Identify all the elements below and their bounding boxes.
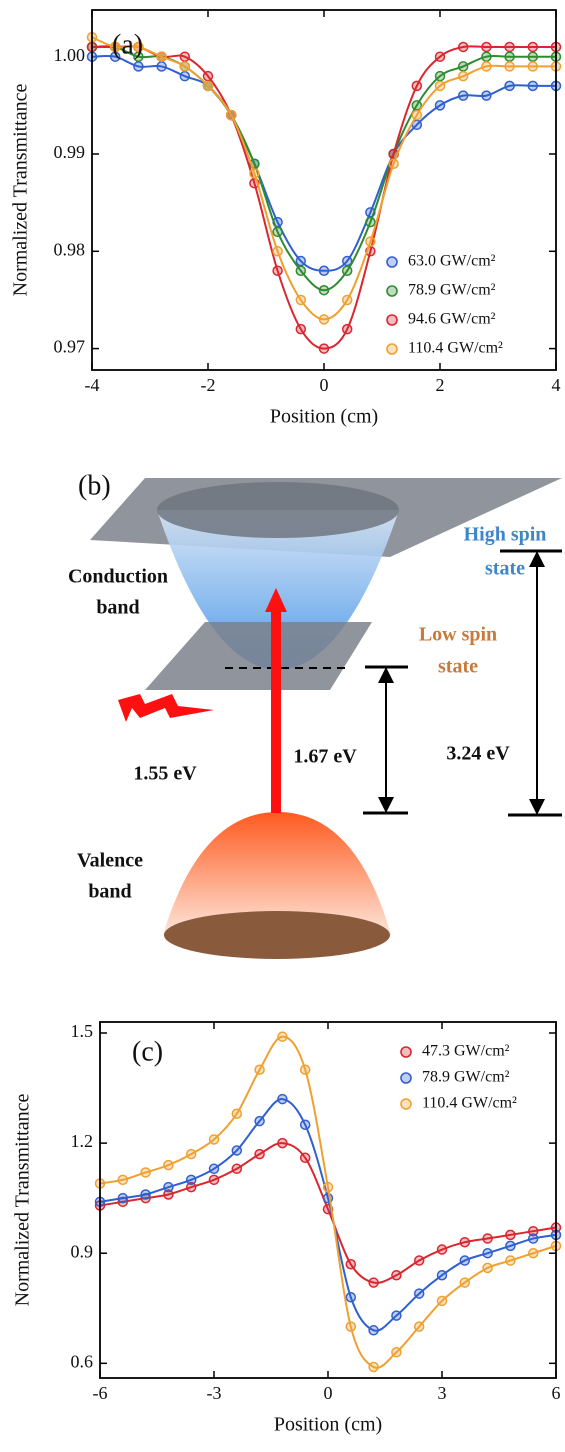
label: 1.67 eV: [293, 746, 357, 768]
legend-label: 110.4 GW/cm²: [422, 1095, 517, 1112]
panel-label: (c): [132, 1036, 163, 1067]
label: state: [485, 558, 525, 580]
figure: (b) Conduction band High spin state Low …: [0, 0, 565, 1452]
x-tick-label: -4: [85, 375, 100, 395]
legend-label: 63.0 GW/cm²: [408, 253, 496, 270]
x-tick-label: -2: [201, 375, 216, 395]
x-tick-label: 4: [552, 375, 561, 395]
legend-label: 78.9 GW/cm²: [422, 1069, 510, 1086]
label: band: [88, 881, 131, 903]
x-tick-label: 0: [320, 375, 329, 395]
legend-label: 78.9 GW/cm²: [408, 282, 496, 299]
legend-marker: [387, 257, 397, 267]
fit-line: [92, 37, 556, 319]
fit-line: [92, 56, 556, 271]
photon-bolt: [118, 694, 214, 722]
legend-label: 94.6 GW/cm²: [408, 311, 496, 328]
label: state: [438, 656, 478, 678]
lower-plane: [145, 622, 372, 690]
label: Low spin: [419, 624, 497, 646]
transition-arrow: [271, 608, 281, 813]
label: Conduction: [68, 566, 168, 588]
y-tick-label: 0.9: [71, 1241, 94, 1261]
legend-label: 47.3 GW/cm²: [422, 1043, 510, 1060]
x-tick-label: 0: [324, 1383, 333, 1403]
panel-label: (b): [78, 470, 111, 501]
y-tick-label: 0.6: [71, 1351, 94, 1371]
y-axis-title: Normalized Transmittance: [10, 84, 32, 297]
legend-marker: [387, 286, 397, 296]
label: 1.55 eV: [133, 763, 197, 785]
y-tick-label: 1.2: [71, 1131, 94, 1151]
y-tick-label: 0.99: [54, 142, 86, 162]
chart: -6 -3 0 3 6 0.6 0.9 1.2 1.5 47.3 GW/cm² 78.9 GW/cm…: [12, 1021, 561, 1435]
x-axis-title: Position (cm): [274, 1414, 382, 1436]
panel-label: (a): [112, 29, 143, 60]
chart: -4 -2 0 2 4 0.97 0.98 0.99 1.00 63.0 GW/cm² 78.9 G…: [10, 10, 561, 428]
x-axis-title: Position (cm): [270, 406, 378, 428]
legend-label: 110.4 GW/cm²: [408, 340, 503, 357]
y-axis-title: Normalized Transmittance: [12, 1094, 34, 1307]
x-tick-label: 6: [552, 1383, 561, 1403]
x-tick-label: 3: [438, 1383, 447, 1403]
legend-marker: [401, 1047, 411, 1057]
label: High spin: [464, 524, 547, 546]
valence-bottom: [164, 911, 390, 959]
y-tick-label: 0.98: [54, 239, 86, 259]
label: Valence: [77, 850, 143, 872]
x-tick-label: 2: [436, 375, 445, 395]
legend-marker: [387, 344, 397, 354]
x-tick-label: -6: [93, 1383, 108, 1403]
fit-line: [100, 1099, 556, 1331]
legend-marker: [401, 1073, 411, 1083]
diagram: (b) Conduction band High spin state Low …: [68, 470, 562, 959]
legend-marker: [401, 1099, 411, 1109]
conduction-top: [157, 482, 399, 538]
label: 3.24 eV: [446, 743, 510, 765]
y-tick-label: 1.5: [71, 1021, 94, 1041]
x-tick-label: -3: [207, 1383, 222, 1403]
y-tick-label: 0.97: [54, 337, 86, 357]
y-tick-label: 1.00: [54, 45, 86, 65]
label: band: [96, 597, 139, 619]
legend-marker: [387, 315, 397, 325]
